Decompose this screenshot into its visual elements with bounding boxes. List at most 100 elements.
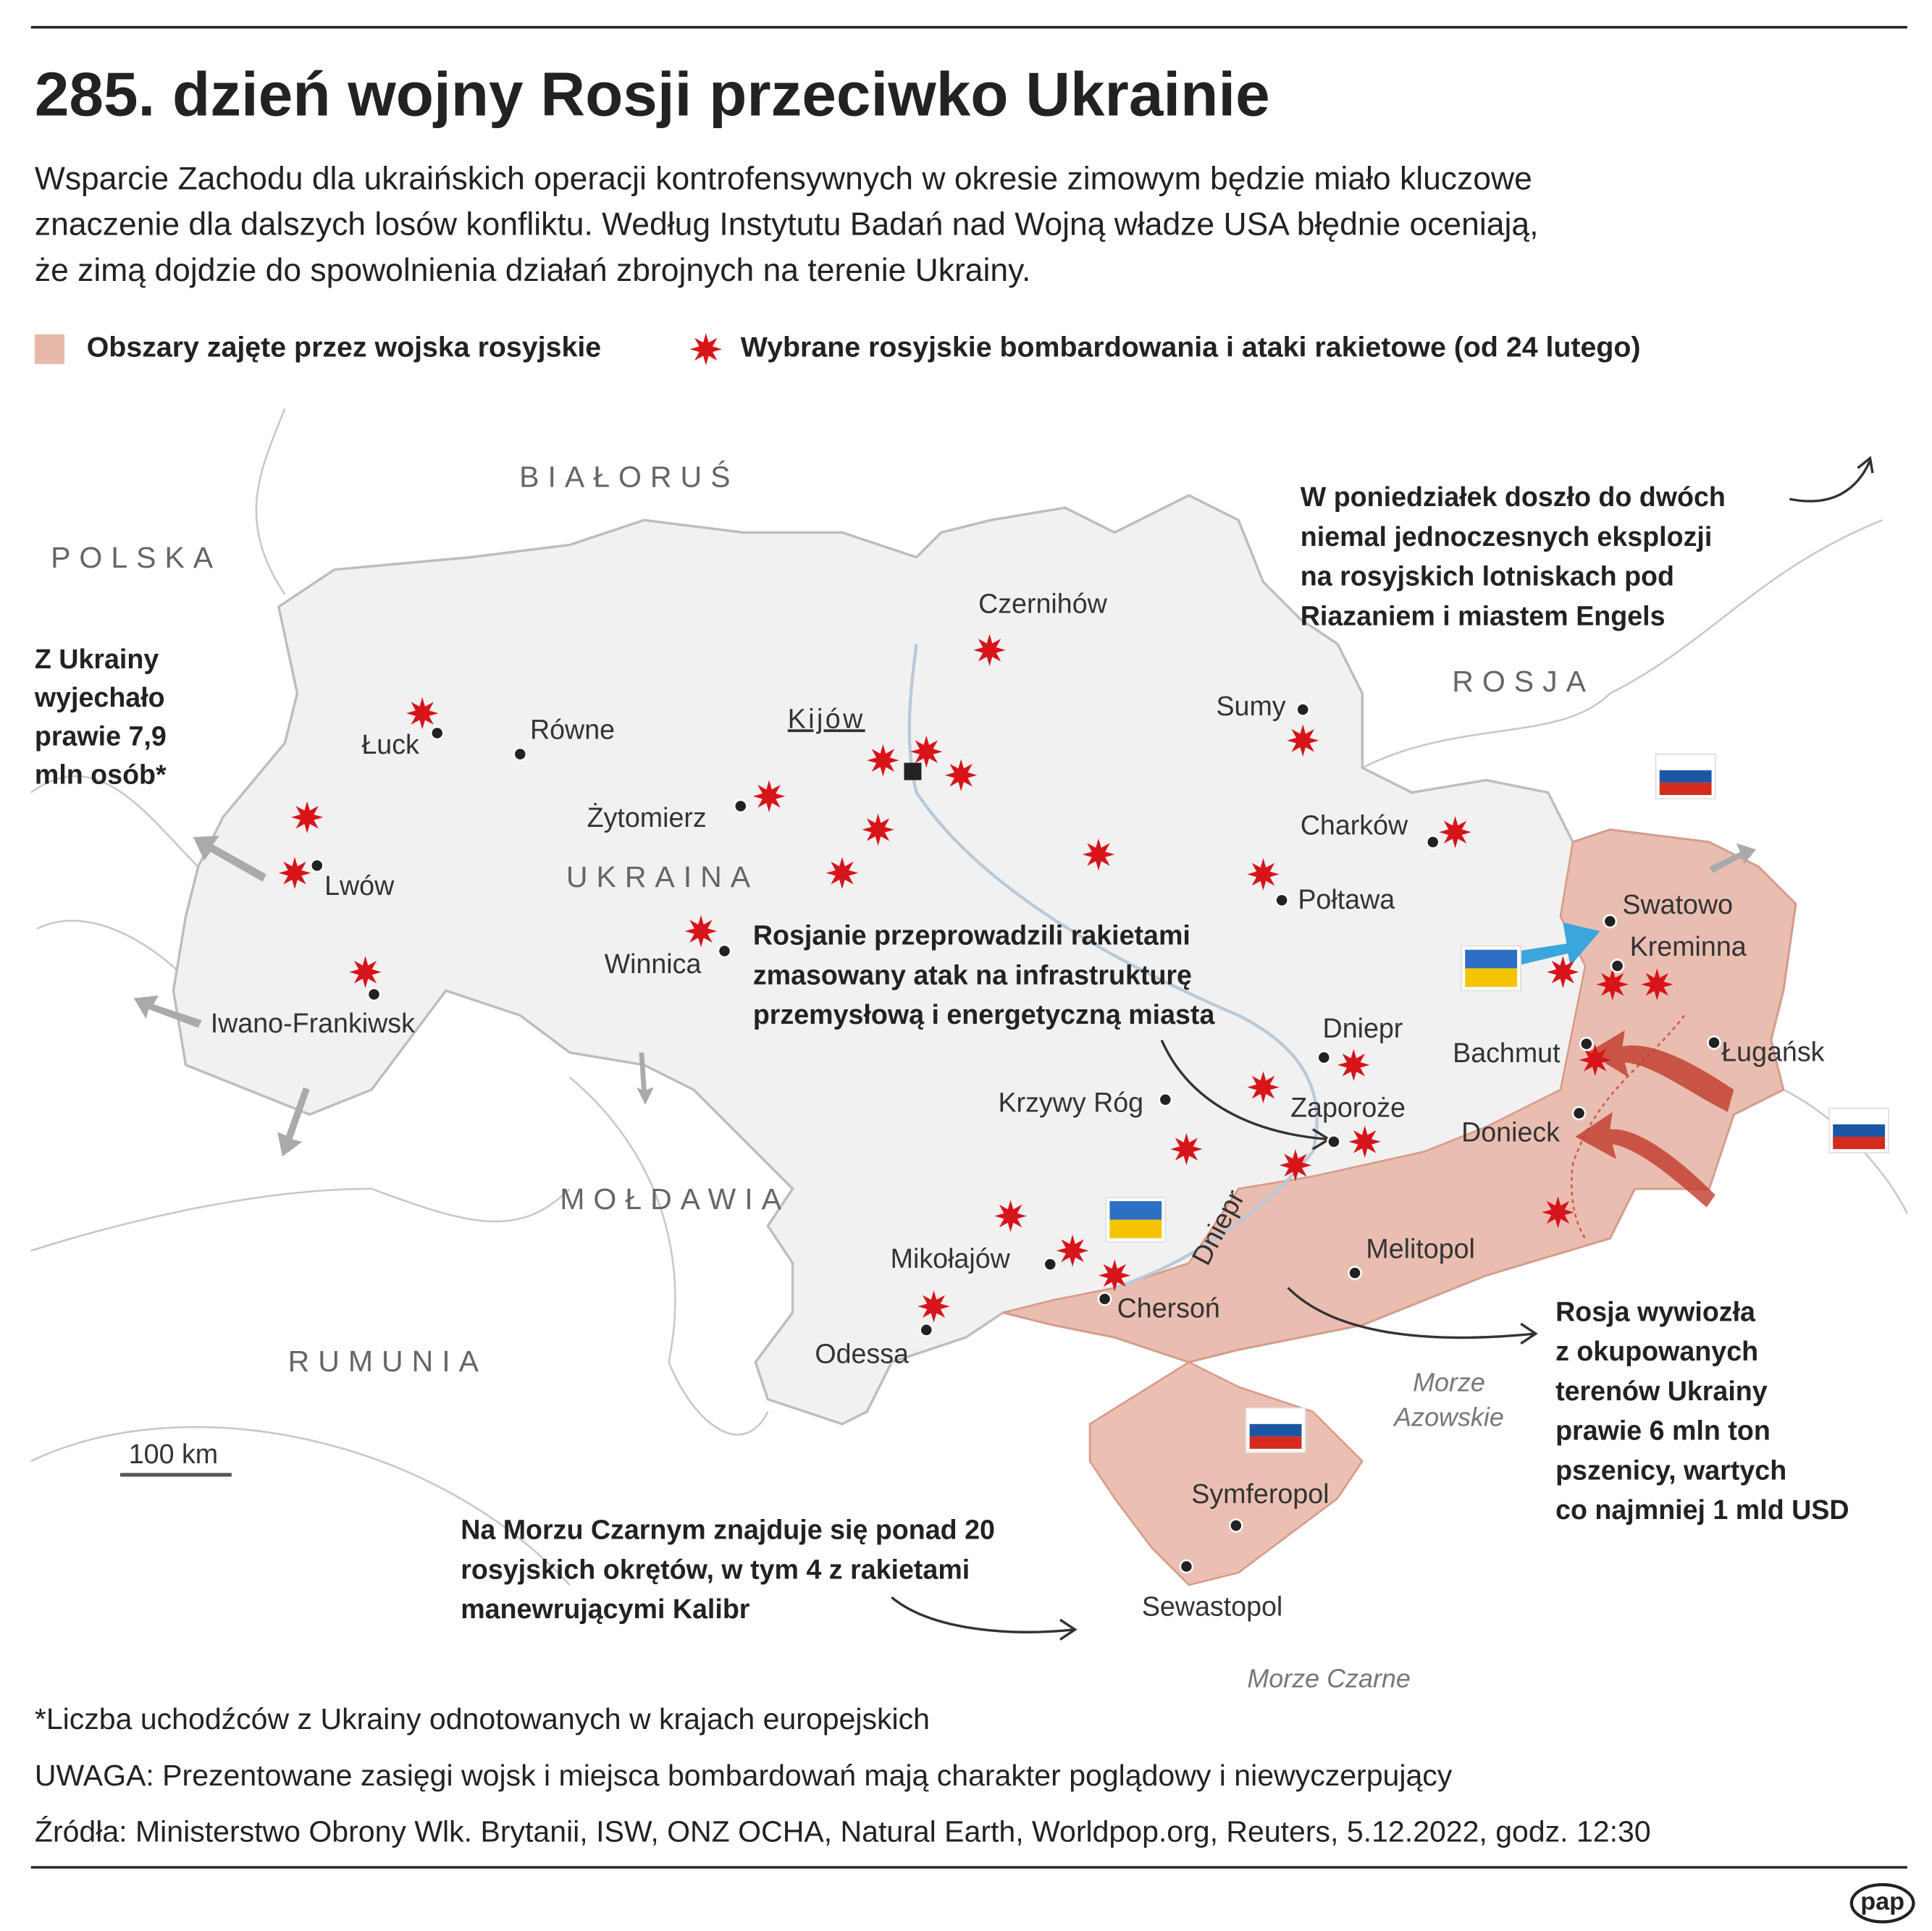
strike-marker <box>1547 956 1579 988</box>
border <box>255 408 286 595</box>
capital-marker <box>904 762 922 781</box>
city-label: Bachmut <box>1453 1038 1561 1068</box>
subtitle-line: znaczenie dla dalszych losów konfliktu. … <box>35 207 1539 243</box>
sea-label: Azowskie <box>1393 1402 1504 1431</box>
city-dot <box>1579 1036 1594 1051</box>
country-label: ROSJA <box>1452 665 1595 698</box>
city-label: Kijów <box>788 703 865 733</box>
city-dot <box>1327 1135 1341 1149</box>
flag-stripe <box>1659 782 1712 795</box>
strike-marker <box>1596 968 1629 1001</box>
strike-marker <box>689 333 723 366</box>
annotation-line: W poniedziałek doszło do dwóch <box>1301 481 1726 512</box>
flag-stripe <box>1249 1436 1302 1450</box>
flag-stripe <box>1249 1411 1302 1424</box>
annotation-line: Riazaniem i miastem Engels <box>1301 600 1666 631</box>
city-dot <box>429 725 445 741</box>
flag-stripe <box>1659 757 1712 770</box>
city-dot <box>1229 1518 1243 1533</box>
city-dot <box>1603 914 1618 929</box>
flag-stripe <box>1833 1124 1886 1137</box>
refugee-arrow <box>133 996 202 1028</box>
city-dot <box>1316 1050 1332 1065</box>
strike-marker <box>867 744 899 777</box>
city-label: Swatowo <box>1622 889 1733 920</box>
city-dot <box>1295 702 1311 717</box>
annotation-line: prawie 6 mln ton <box>1555 1415 1771 1446</box>
city-label: Mikołajów <box>891 1243 1011 1274</box>
city-dot <box>1571 1106 1587 1121</box>
city-label: Żytomierz <box>587 802 707 833</box>
annotation-line: zmasowany atak na infrastrukturę <box>753 959 1192 990</box>
flag-stripe <box>1465 949 1518 969</box>
annotation-line: na rosyjskich lotniskach pod <box>1301 561 1674 592</box>
strike-marker <box>1082 838 1115 871</box>
city-dot <box>1348 1266 1362 1280</box>
strike-marker <box>1542 1196 1574 1229</box>
city-dot <box>1097 1292 1112 1306</box>
city-label: Odessa <box>815 1339 909 1369</box>
annotation-line: pszenicy, wartych <box>1555 1455 1786 1485</box>
sea-label: Morze <box>1413 1368 1485 1397</box>
footer-line: Źródła: Ministerstwo Obrony Wlk. Brytani… <box>35 1815 1651 1848</box>
subtitle-line: że zimą dojdzie do spowolnienia działań … <box>35 253 1031 288</box>
city-dot <box>919 1322 934 1337</box>
city-label: Iwano-Frankiwsk <box>211 1008 415 1038</box>
flag-stripe <box>1465 968 1518 988</box>
russian-attack-arrow <box>1587 1030 1734 1112</box>
strike-marker <box>1439 816 1471 849</box>
strike-marker <box>278 857 311 889</box>
annotation-line: Z Ukrainy <box>35 644 159 674</box>
annotation-line: Rosja wywiozła <box>1555 1297 1756 1327</box>
labels: 285. dzień wojny Rosji przeciwko Ukraini… <box>34 60 1904 1915</box>
city-label: Kreminna <box>1630 931 1747 962</box>
city-label: Sewastopol <box>1142 1591 1282 1622</box>
city-dot <box>733 799 748 814</box>
strike-marker <box>1056 1234 1089 1267</box>
strike-marker <box>1348 1125 1381 1158</box>
city-label: Ługańsk <box>1721 1036 1824 1067</box>
city-label: Czernihów <box>978 588 1108 618</box>
border <box>30 1187 571 1252</box>
callout-arrow <box>1789 455 1874 502</box>
sea-label: Morze Czarne <box>1247 1663 1410 1693</box>
city-dot <box>309 858 324 873</box>
callout-arrow <box>891 1596 1078 1641</box>
strike-marker <box>1247 1071 1280 1103</box>
strike-marker <box>290 801 324 834</box>
annotation-line: prawie 7,9 <box>35 720 167 751</box>
strike-marker <box>826 857 859 889</box>
annotation-line: Na Morzu Czarnym znajduje się ponad 20 <box>461 1515 995 1545</box>
strike-marker <box>1337 1048 1370 1082</box>
refugee-arrow <box>277 1087 310 1157</box>
strike-marker <box>1641 968 1673 1001</box>
city-dot <box>1043 1257 1058 1272</box>
legend-swatch <box>34 334 64 364</box>
strike-marker <box>1098 1259 1131 1292</box>
city-dot <box>366 987 382 1002</box>
city-dot <box>717 943 732 959</box>
annotation-line: rosyjskich okrętów, w tym 4 z rakietami <box>461 1554 970 1584</box>
refugee-arrow <box>1709 843 1757 873</box>
strike-marker <box>406 697 439 730</box>
border <box>30 775 199 868</box>
strike-marker <box>910 735 943 768</box>
russian-attack-arrow <box>1575 1111 1715 1208</box>
country-label: MOŁDAWIA <box>560 1182 790 1216</box>
strike-marker <box>1279 1149 1312 1182</box>
flag-stripe <box>1833 1111 1886 1124</box>
city-label: Winnica <box>605 948 702 979</box>
flag-stripe <box>1109 1219 1162 1239</box>
city-label: Dniepr <box>1323 1013 1403 1043</box>
annotation-line: manewrującymi Kalibr <box>461 1594 750 1624</box>
annotation-line: Rosjanie przeprowadzili rakietami <box>753 920 1190 951</box>
subtitle-line: Wsparcie Zachodu dla ukraińskich operacj… <box>35 161 1532 196</box>
city-dot <box>1158 1092 1173 1107</box>
annotation-line: co najmniej 1 mld USD <box>1555 1494 1849 1525</box>
city-label: Połtawa <box>1298 884 1395 914</box>
annotation-line: wyjechało <box>34 682 165 712</box>
city-label: Melitopol <box>1366 1233 1475 1263</box>
strike-marker <box>684 914 718 948</box>
legend-label: Obszary zajęte przez wojska rosyjskie <box>87 332 601 363</box>
strike-marker <box>1170 1132 1203 1166</box>
